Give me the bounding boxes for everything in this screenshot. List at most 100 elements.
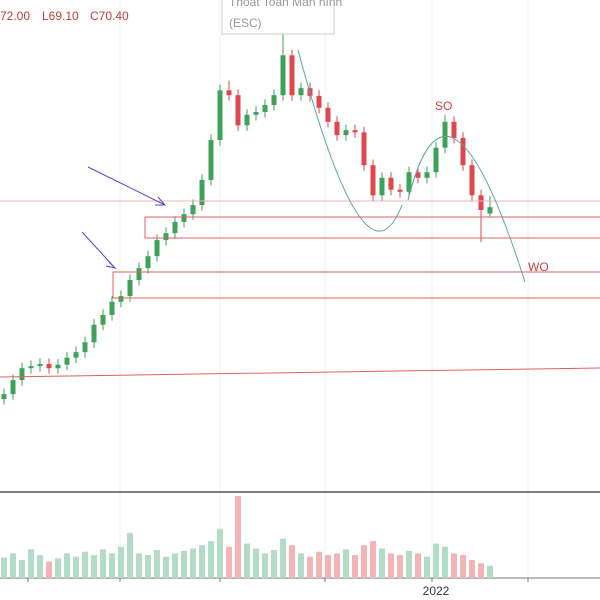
volume-bar bbox=[298, 553, 304, 578]
volume-bar bbox=[244, 543, 250, 578]
candle-body bbox=[37, 364, 43, 367]
candle-body bbox=[73, 352, 79, 358]
candle-body bbox=[442, 121, 448, 148]
candle-body bbox=[244, 114, 250, 126]
volume-bar bbox=[73, 556, 79, 578]
annotation: WO bbox=[528, 260, 549, 274]
volume-bar bbox=[469, 559, 475, 578]
candle-body bbox=[397, 189, 403, 192]
volume-pane bbox=[1, 496, 493, 578]
tooltip-text: Thoát Toàn Màn hình bbox=[229, 0, 342, 9]
volume-bar bbox=[343, 549, 349, 578]
candle-body bbox=[469, 165, 475, 196]
volume-bar bbox=[262, 553, 268, 578]
volume-bar bbox=[388, 553, 394, 578]
candle-body bbox=[208, 140, 214, 180]
candle-body bbox=[262, 105, 268, 112]
volume-bar bbox=[145, 555, 151, 578]
candle-body bbox=[379, 177, 385, 196]
volume-bar bbox=[37, 555, 43, 578]
candle-body bbox=[361, 132, 367, 166]
candle-body bbox=[154, 240, 160, 257]
candle-body bbox=[460, 137, 466, 166]
volume-bar bbox=[325, 555, 331, 578]
volume-bar bbox=[433, 543, 439, 578]
volume-bar bbox=[253, 548, 259, 578]
volume-bar bbox=[181, 550, 187, 578]
volume-bar bbox=[208, 541, 214, 578]
candle-body bbox=[19, 368, 25, 381]
volume-bar bbox=[424, 556, 430, 578]
volume-bar bbox=[1, 557, 7, 578]
volume-bar bbox=[28, 549, 34, 578]
volume-bar bbox=[127, 532, 133, 578]
volume-bar bbox=[451, 553, 457, 578]
candle-body bbox=[424, 172, 430, 178]
candle-body bbox=[181, 214, 187, 222]
candle-body bbox=[253, 112, 259, 115]
candle-body bbox=[136, 268, 142, 280]
candle-body bbox=[478, 195, 484, 210]
candle-body bbox=[271, 95, 277, 105]
candle-body bbox=[55, 364, 61, 369]
volume-bar bbox=[415, 553, 421, 578]
candle-body bbox=[109, 301, 115, 315]
volume-bar bbox=[307, 556, 313, 578]
volume-bar bbox=[190, 548, 196, 578]
volume-bar bbox=[397, 555, 403, 578]
candle-body bbox=[235, 95, 241, 126]
tooltip-text: (ESC) bbox=[229, 16, 262, 30]
volume-bar bbox=[55, 558, 61, 578]
volume-bar bbox=[226, 546, 232, 578]
volume-bar bbox=[406, 550, 412, 578]
volume-bar bbox=[379, 548, 385, 578]
x-ticks bbox=[27, 578, 529, 582]
candle-body bbox=[226, 90, 232, 96]
candle-body bbox=[343, 130, 349, 136]
volume-bar bbox=[64, 553, 70, 578]
volume-bar bbox=[100, 549, 106, 578]
volume-bar bbox=[109, 553, 115, 578]
candle-body bbox=[325, 107, 331, 122]
volume-bar bbox=[91, 555, 97, 578]
drawings bbox=[0, 49, 600, 378]
volume-bar bbox=[10, 553, 16, 578]
candle-body bbox=[298, 88, 304, 96]
candle-body bbox=[487, 207, 493, 214]
candle-body bbox=[163, 233, 169, 241]
candle-body bbox=[10, 380, 16, 395]
volume-bar bbox=[172, 553, 178, 578]
candle-body bbox=[406, 172, 412, 192]
volume-bar bbox=[163, 556, 169, 578]
volume-bar bbox=[289, 545, 295, 578]
candle-body bbox=[172, 221, 178, 234]
volume-bar bbox=[136, 553, 142, 578]
candle-body bbox=[118, 296, 124, 302]
candle-body bbox=[415, 172, 421, 178]
x-tick-label: 2022 bbox=[423, 584, 450, 598]
candle-body bbox=[145, 256, 151, 269]
candle-body bbox=[1, 394, 7, 399]
candle-body bbox=[352, 130, 358, 133]
ohlc-low: L69.10 bbox=[42, 9, 79, 23]
volume-bar bbox=[280, 538, 286, 578]
volume-bar bbox=[487, 565, 493, 578]
candle-body bbox=[334, 121, 340, 136]
candle-body bbox=[100, 315, 106, 325]
volume-bar bbox=[442, 546, 448, 578]
candle-body bbox=[190, 205, 196, 215]
candle-body bbox=[199, 179, 205, 206]
tooltip-box bbox=[221, 0, 335, 35]
candle-body bbox=[28, 366, 34, 369]
ohlc-high: 72.00 bbox=[0, 9, 30, 23]
candle-body bbox=[388, 177, 394, 190]
candle-body bbox=[370, 165, 376, 196]
volume-bar bbox=[460, 555, 466, 578]
candle-body bbox=[316, 95, 322, 108]
volume-bar bbox=[217, 528, 223, 578]
volume-bar bbox=[154, 550, 160, 578]
candle-body bbox=[64, 357, 70, 365]
candle-body bbox=[82, 342, 88, 353]
volume-bar bbox=[334, 553, 340, 578]
